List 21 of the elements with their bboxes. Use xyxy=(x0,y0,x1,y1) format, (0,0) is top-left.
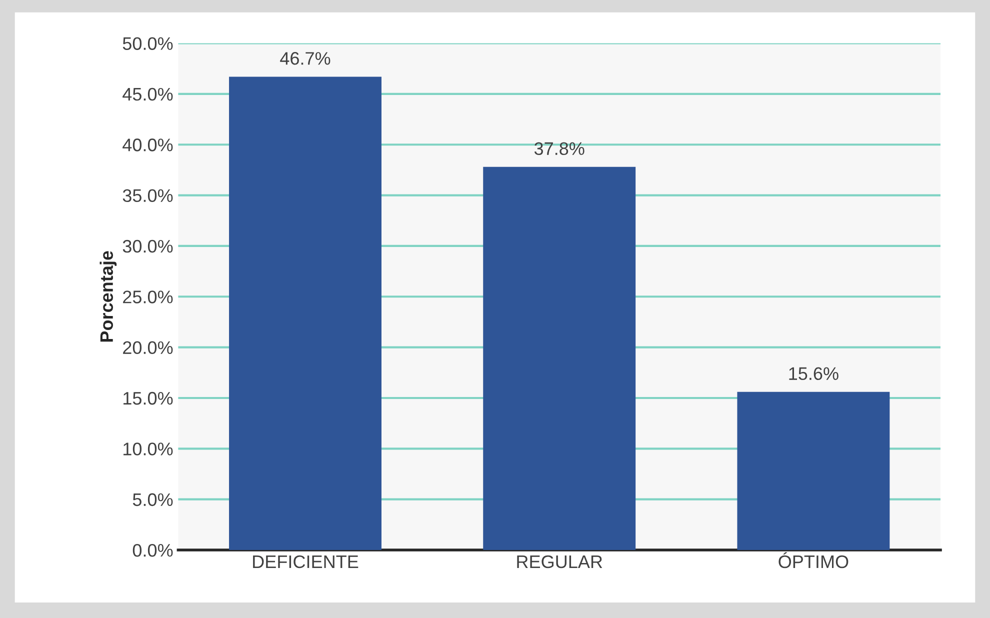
bar xyxy=(229,76,382,550)
y-tick-label: 35.0% xyxy=(122,189,173,202)
x-tick-label: ÓPTIMO xyxy=(778,552,848,568)
y-axis-title: Porcentaje xyxy=(100,251,117,342)
y-tick-label: 30.0% xyxy=(122,240,173,253)
y-tick-label: 25.0% xyxy=(123,290,173,304)
y-tick-label: 40.0% xyxy=(122,138,173,152)
y-tick-label: 20.0% xyxy=(123,341,173,354)
y-tick-label: 15.0% xyxy=(124,392,173,405)
data-label: 46.7% xyxy=(280,52,330,65)
y-tick-label: 50.0% xyxy=(122,37,173,50)
bar xyxy=(483,166,636,550)
data-label: 37.8% xyxy=(534,142,584,156)
y-tick-label: 5.0% xyxy=(132,493,173,506)
bar xyxy=(737,392,890,550)
x-tick-label: DEFICIENTE xyxy=(253,555,358,568)
x-tick-label: REGULAR xyxy=(517,555,602,568)
y-tick-label: 10.0% xyxy=(124,442,173,456)
y-tick-label: 45.0% xyxy=(122,88,173,101)
y-tick-label: 0.0% xyxy=(132,544,173,557)
data-label: 15.6% xyxy=(789,367,838,380)
